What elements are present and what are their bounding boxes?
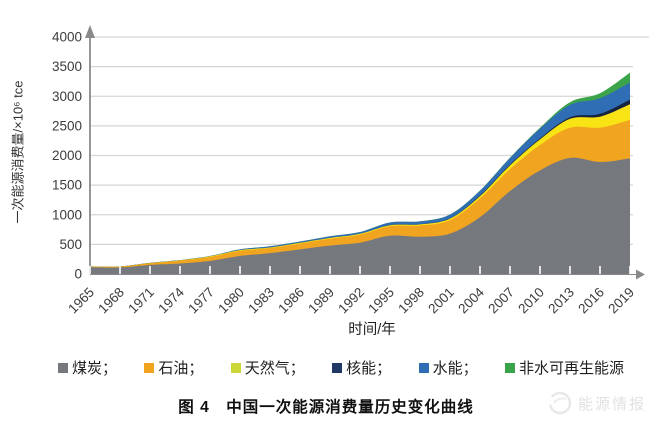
x-tick: [359, 266, 361, 274]
x-tick-label: 1998: [395, 285, 427, 317]
legend: 煤炭； 石油； 天然气； 核能； 水能； 非水可再生能源: [58, 357, 624, 378]
legend-swatch-hydro: [418, 362, 429, 373]
x-tick: [329, 266, 331, 274]
x-tick-label: 1974: [155, 284, 187, 316]
y-axis-title: 一次能源消费量/×10⁶ tce: [10, 80, 26, 224]
legend-label-hydro: 水能；: [432, 360, 478, 377]
x-axis-title: 时间/年: [348, 321, 396, 338]
y-tick-label: 2000: [52, 148, 82, 163]
x-tick-label: 1965: [65, 285, 97, 317]
x-tick: [629, 266, 631, 274]
x-tick-label: 2010: [515, 285, 547, 317]
x-tick-label: 1977: [185, 285, 217, 317]
x-tick: [509, 266, 511, 274]
x-tick-label: 1983: [245, 285, 277, 317]
y-axis-arrow: [85, 25, 95, 38]
energy-intel-logo-icon: [548, 391, 572, 415]
y-tick-label: 4000: [52, 30, 82, 45]
x-tick: [299, 266, 301, 274]
y-tick-label: 0: [74, 267, 82, 282]
stacked-area-chart: 0 500 1000 1500 2000 2500 3000 3500 4000 19651968…: [52, 25, 649, 338]
x-axis-arrow: [636, 269, 645, 280]
x-tick: [179, 266, 181, 274]
legend-item-nuclear: 核能；: [332, 357, 391, 378]
x-tick: [389, 266, 391, 274]
legend-label-nuclear: 核能；: [346, 360, 392, 377]
x-tick: [539, 266, 541, 274]
x-tick-label: 2001: [425, 285, 457, 317]
legend-item-renewables: 非水可再生能源: [504, 357, 624, 378]
x-tick: [89, 266, 91, 274]
area-coal: [90, 157, 630, 274]
watermark: 能源情报: [547, 390, 646, 416]
x-tick-label: 1968: [95, 285, 127, 317]
x-tick: [599, 266, 601, 274]
legend-item-oil: 石油；: [144, 357, 203, 378]
x-tick-label: 2019: [605, 285, 637, 317]
y-tick-label: 500: [59, 237, 82, 252]
legend-swatch-nuclear: [332, 362, 343, 373]
x-tick-label: 1989: [305, 285, 337, 317]
x-tick: [209, 266, 211, 274]
y-tick-label: 1000: [52, 207, 82, 222]
legend-item-gas: 天然气；: [230, 357, 305, 378]
x-tick-label: 1980: [215, 285, 247, 317]
x-tick: [449, 266, 451, 274]
x-tick-label: 2007: [485, 285, 517, 317]
x-tick: [149, 266, 151, 274]
legend-swatch-coal: [58, 362, 68, 373]
legend-label-gas: 天然气；: [244, 360, 305, 377]
watermark-text: 能源情报: [577, 395, 646, 413]
x-tick-label: 2013: [545, 285, 577, 317]
legend-item-hydro: 水能；: [418, 357, 478, 378]
legend-item-coal: 煤炭；: [58, 357, 117, 378]
legend-label-renewables: 非水可再生能源: [518, 360, 624, 377]
x-tick-label: 2004: [455, 284, 487, 316]
x-tick-label: 2016: [575, 285, 607, 317]
y-tick-label: 1500: [52, 178, 82, 193]
legend-label-coal: 煤炭；: [72, 360, 118, 377]
x-tick: [269, 266, 271, 274]
x-tick: [119, 266, 121, 274]
x-tick-label: 1971: [125, 285, 157, 317]
x-tick: [239, 266, 241, 274]
x-tick-label: 1992: [335, 285, 367, 317]
y-tick-label: 2500: [52, 118, 82, 133]
legend-swatch-gas: [230, 362, 241, 373]
x-tick: [569, 266, 571, 274]
y-tick-label: 3500: [52, 59, 82, 74]
legend-swatch-oil: [144, 362, 155, 373]
figure-caption: 图 4 中国一次能源消费量历史变化曲线: [178, 399, 474, 416]
x-tick-label: 1995: [365, 285, 397, 317]
x-tick: [419, 266, 421, 274]
legend-swatch-renewables: [504, 362, 515, 373]
x-tick-label: 1986: [275, 285, 307, 317]
legend-label-oil: 石油；: [158, 360, 204, 377]
y-tick-label: 3000: [52, 89, 82, 104]
x-tick: [479, 266, 481, 274]
